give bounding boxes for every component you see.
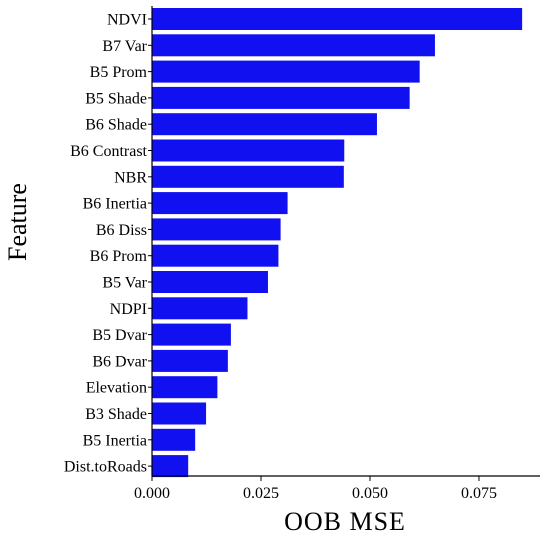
bar-dist-toroads xyxy=(152,455,189,478)
y-tick-label: Dist.toRoads xyxy=(64,459,147,476)
bar-b6-dvar xyxy=(152,349,228,372)
bar-b6-prom xyxy=(152,244,279,267)
bar-b6-diss xyxy=(152,218,281,241)
y-tick-label: B5 Var xyxy=(102,275,147,292)
bar-b5-dvar xyxy=(152,323,231,346)
bar-b6-contrast xyxy=(152,139,345,162)
y-tick-label: NBR xyxy=(114,169,147,186)
x-tick-label: 0.000 xyxy=(134,485,170,502)
y-tick-label: B5 Dvar xyxy=(92,327,147,344)
bar-b7-var xyxy=(152,34,435,57)
y-tick-label: B3 Shade xyxy=(85,406,147,423)
y-tick-label: Elevation xyxy=(86,380,147,397)
axes-layer xyxy=(148,6,540,481)
bar-elevation xyxy=(152,376,218,399)
y-tick-label: NDVI xyxy=(107,12,147,29)
x-axis-title: OOB MSE xyxy=(284,507,406,536)
bar-b6-inertia xyxy=(152,192,288,215)
bar-b5-var xyxy=(152,271,268,293)
y-tick-label: B5 Prom xyxy=(90,64,148,81)
bar-nbr xyxy=(152,165,344,188)
labels-layer: NDVI B7 Var B5 Prom B5 Shade B6 Shade B6 Cont… xyxy=(64,12,497,503)
bar-ndvi xyxy=(152,8,523,30)
y-axis-title: Feature xyxy=(3,183,32,261)
y-tick-label: B6 Inertia xyxy=(83,196,147,213)
x-tick-label: 0.050 xyxy=(352,485,388,502)
y-tick-label: B6 Prom xyxy=(90,248,148,265)
y-tick-label: B5 Inertia xyxy=(83,432,147,449)
bar-ndpi xyxy=(152,297,248,320)
y-tick-label: B7 Var xyxy=(102,38,147,55)
y-tick-label: B5 Shade xyxy=(85,90,147,107)
bar-b5-inertia xyxy=(152,428,196,451)
bar-b5-prom xyxy=(152,60,420,83)
y-tick-label: NDPI xyxy=(110,301,147,318)
y-tick-label: B6 Diss xyxy=(96,222,147,239)
y-tick-label: B6 Contrast xyxy=(70,143,147,160)
y-tick-label: B6 Shade xyxy=(85,117,147,134)
bar-b3-shade xyxy=(152,402,207,425)
bar-b6-shade xyxy=(152,113,377,136)
x-tick-label: 0.025 xyxy=(243,485,279,502)
bars-layer xyxy=(152,8,523,478)
bar-b5-shade xyxy=(152,86,410,109)
x-tick-label: 0.075 xyxy=(461,485,497,502)
y-tick-label: B6 Dvar xyxy=(92,353,147,370)
